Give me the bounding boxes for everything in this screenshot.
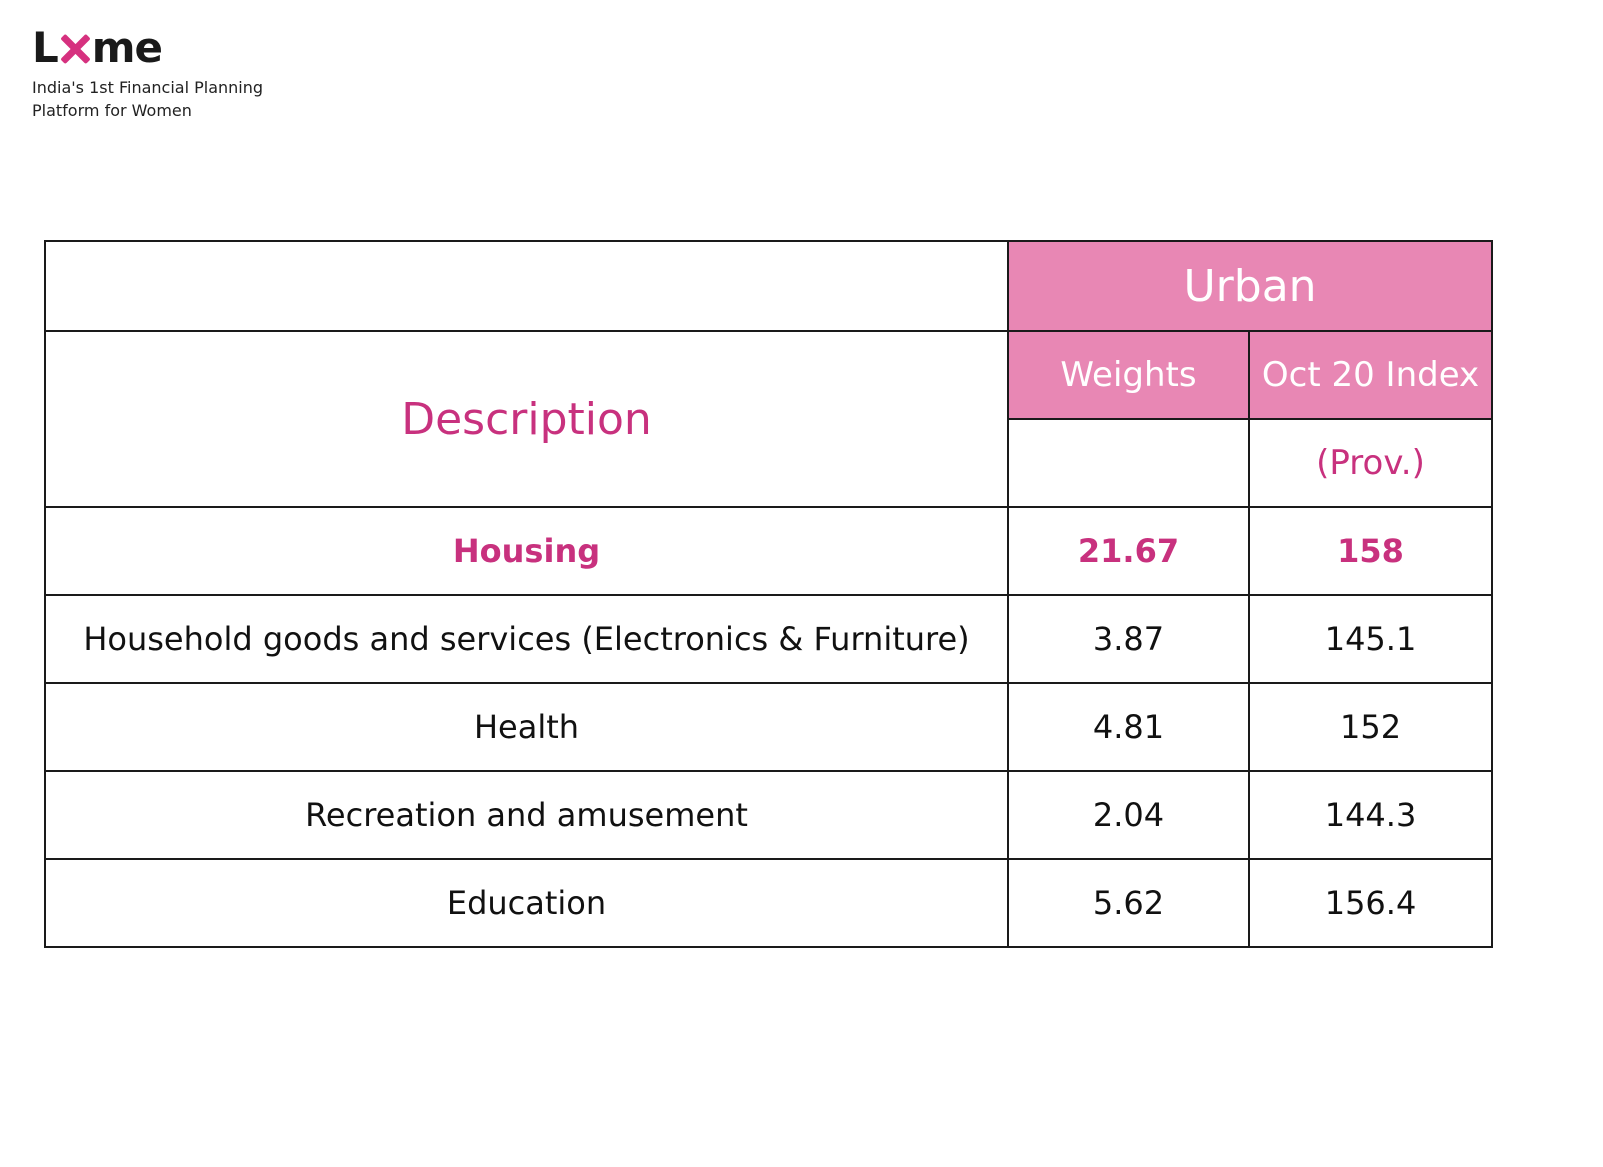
row-description: Recreation and amusement — [44, 770, 1009, 860]
table-row: Recreation and amusement 2.04 144.3 — [44, 770, 1494, 860]
row-index: 145.1 — [1247, 594, 1494, 684]
row-weight: 4.81 — [1007, 682, 1250, 772]
row-index: 158 — [1247, 506, 1494, 596]
table-group-header-row: Urban — [44, 240, 1494, 332]
logo-tagline: India's 1st Financial Planning Platform … — [32, 76, 263, 122]
row-index: 144.3 — [1247, 770, 1494, 860]
table-row: Housing 21.67 158 — [44, 506, 1494, 596]
table-row: Education 5.62 156.4 — [44, 858, 1494, 948]
logo-x-icon — [60, 34, 90, 64]
weights-subheader-empty — [1007, 418, 1250, 508]
tagline-line-2: Platform for Women — [32, 101, 192, 120]
table-row: Health 4.81 152 — [44, 682, 1494, 772]
row-index: 152 — [1247, 682, 1494, 772]
urban-header: Urban — [1006, 240, 1494, 332]
empty-corner-cell — [44, 240, 1009, 332]
row-description: Household goods and services (Electronic… — [44, 594, 1009, 684]
brand-logo: L me India's 1st Financial Planning Plat… — [32, 26, 263, 122]
row-description: Housing — [44, 506, 1009, 596]
row-description: Education — [44, 858, 1009, 948]
row-description: Health — [44, 682, 1009, 772]
row-weight: 2.04 — [1007, 770, 1250, 860]
row-index: 156.4 — [1247, 858, 1494, 948]
tagline-line-1: India's 1st Financial Planning — [32, 78, 264, 97]
index-header: Oct 20 Index — [1247, 330, 1494, 420]
table-subheader-row: (Prov.) — [45, 418, 1494, 508]
row-weight: 21.67 — [1007, 506, 1250, 596]
logo-letters-me: me — [91, 23, 163, 72]
row-weight: 5.62 — [1007, 858, 1250, 948]
table-column-header-row: Description Weights Oct 20 Index — [44, 330, 1494, 508]
row-weight: 3.87 — [1007, 594, 1250, 684]
index-subheader: (Prov.) — [1247, 418, 1494, 508]
weights-header: Weights — [1007, 330, 1250, 420]
cpi-weights-table: Urban Description Weights Oct 20 Index (… — [44, 240, 1494, 948]
table-row: Household goods and services (Electronic… — [44, 594, 1494, 684]
description-header: Description — [44, 330, 1009, 508]
logo-letter-l: L — [32, 23, 59, 72]
logo-wordmark: L me — [32, 26, 263, 70]
